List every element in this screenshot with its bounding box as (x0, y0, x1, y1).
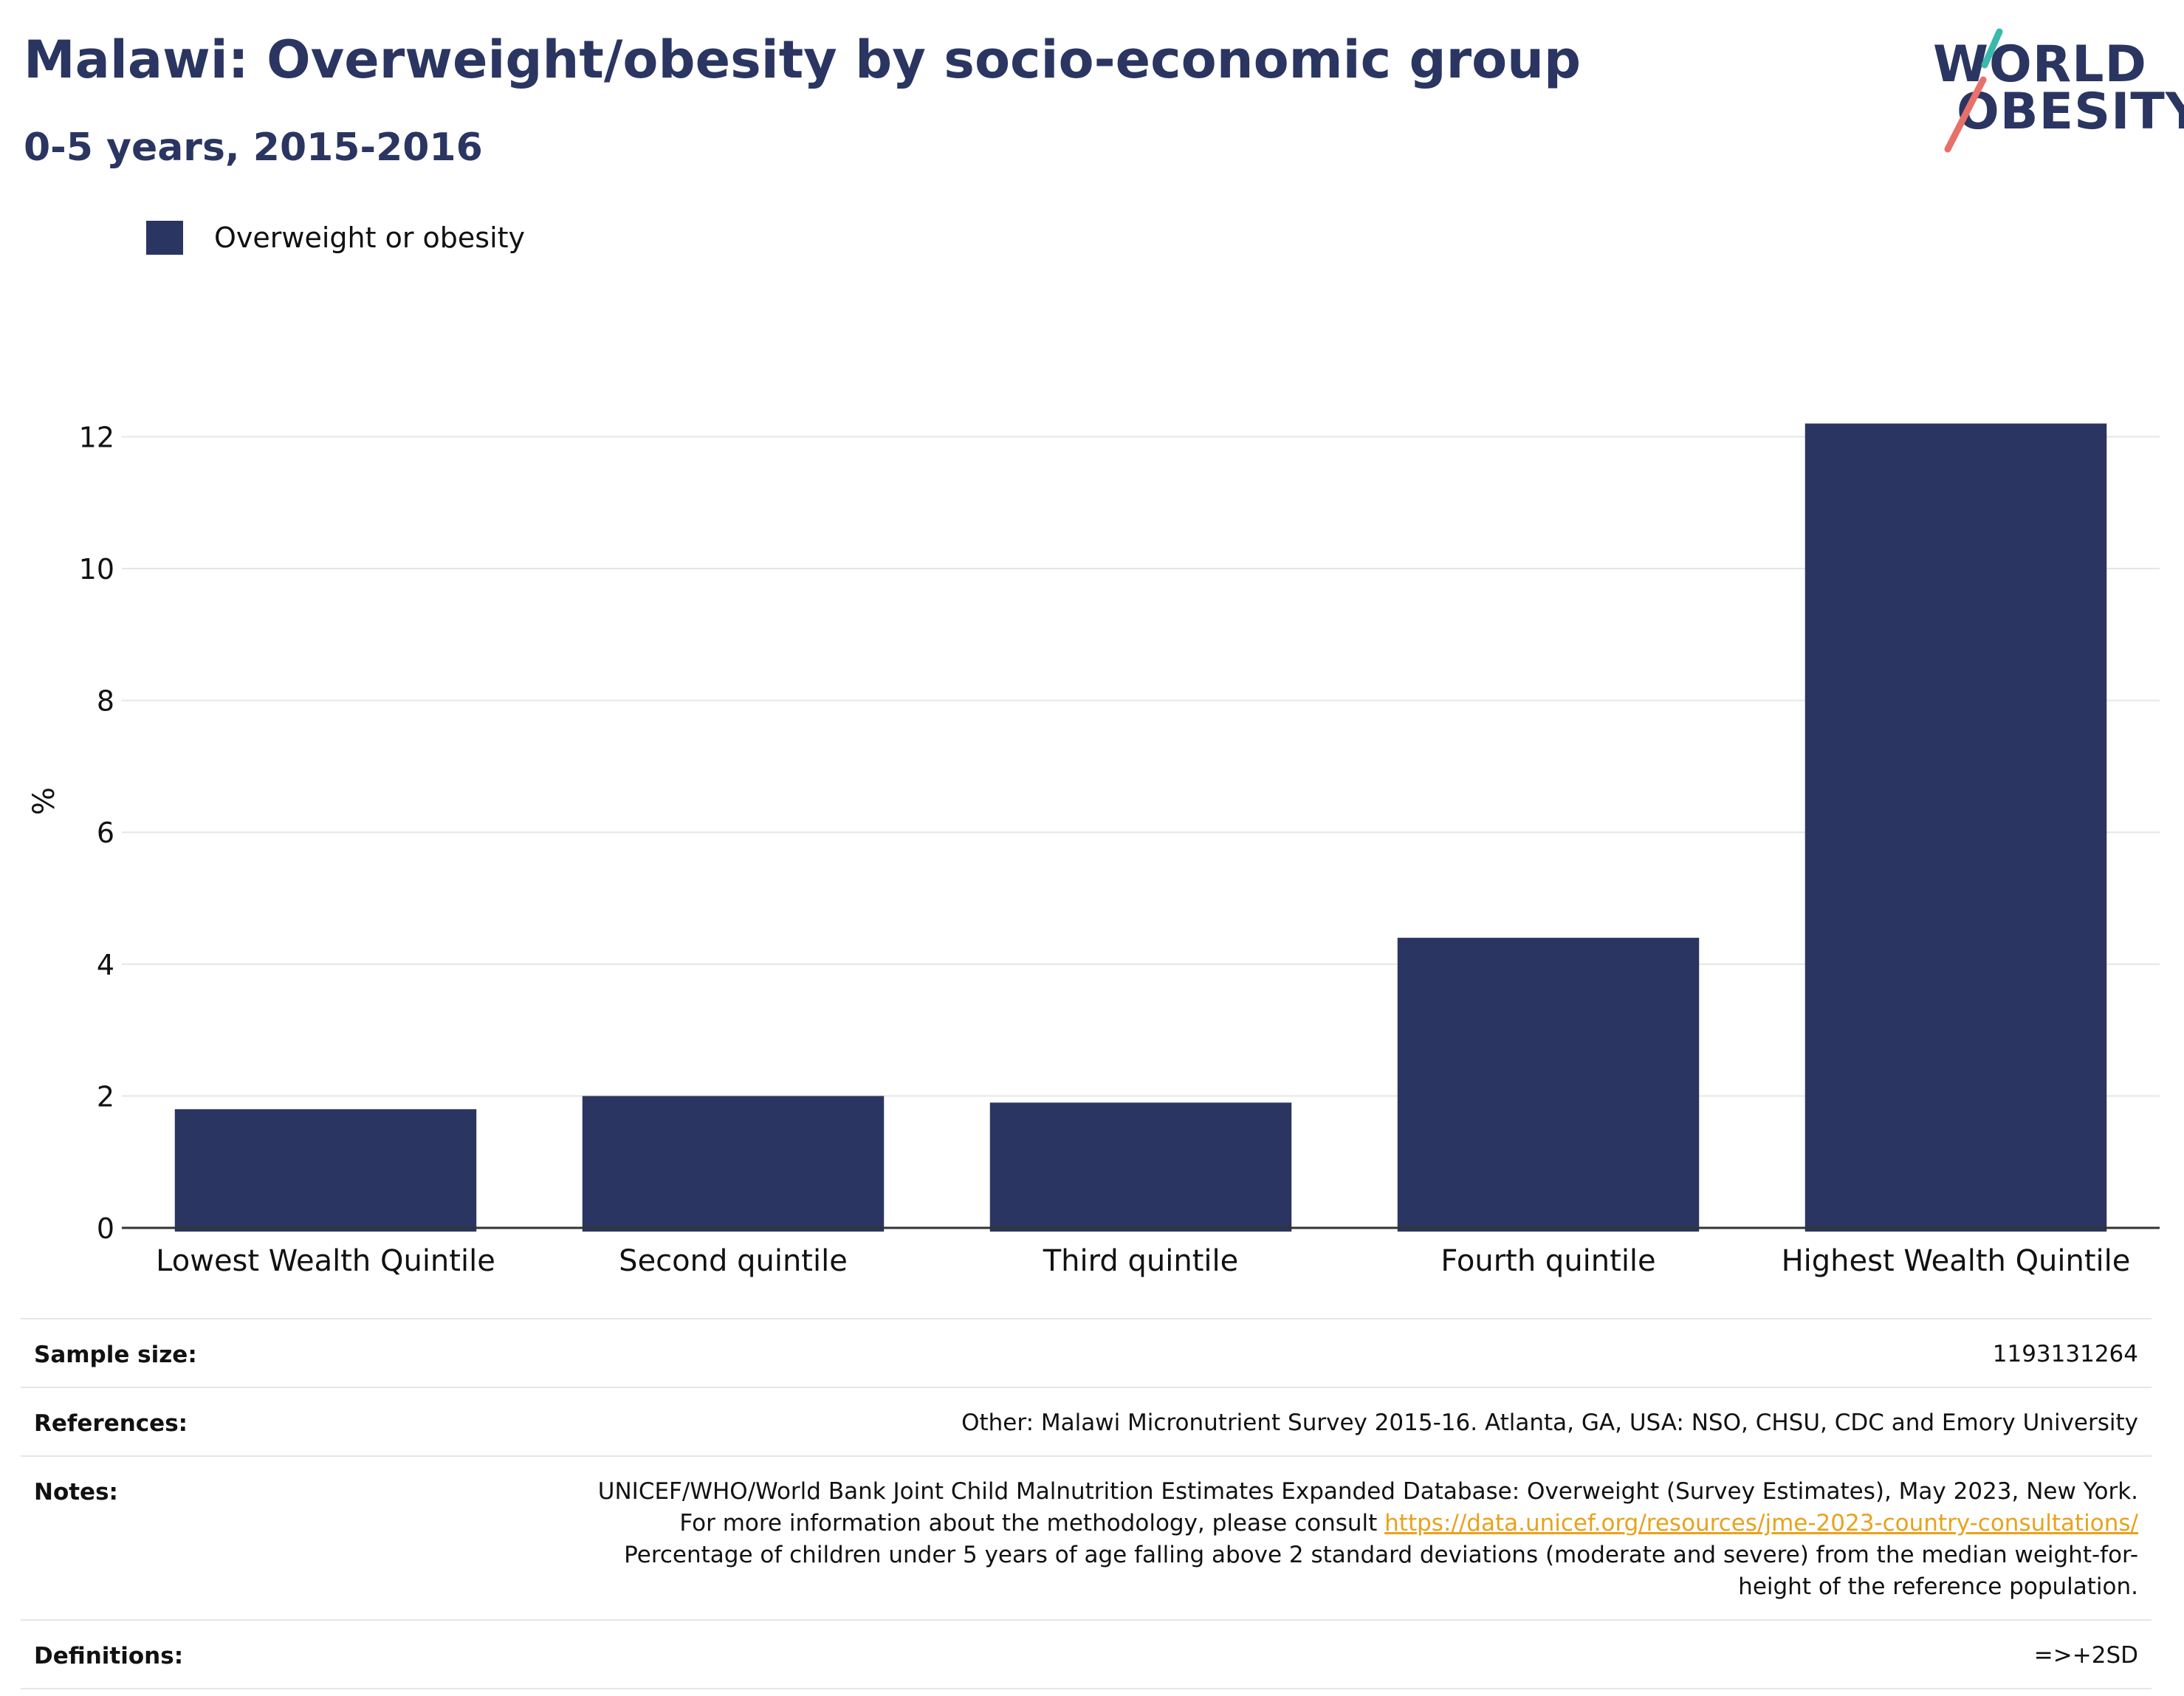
page-title: Malawi: Overweight/obesity by socio-econ… (24, 30, 1582, 90)
logo-text-obesity: OBESITY (1957, 83, 2184, 141)
world-obesity-logo: WORLD OBESITY (1920, 15, 2184, 162)
info-value: =>+2SD (2033, 1642, 2138, 1669)
info-key: Notes: (34, 1479, 118, 1506)
info-value: 1193131264 (1992, 1341, 2138, 1367)
y-tick-label: 6 (97, 817, 114, 849)
y-tick-label: 10 (79, 553, 114, 586)
notes-text-pre: UNICEF/WHO/World Bank Joint Child Malnut… (597, 1478, 2138, 1537)
notes-text-post: Percentage of children under 5 years of … (624, 1542, 2138, 1600)
x-tick-label: Lowest Wealth Quintile (156, 1244, 495, 1278)
bar (174, 1109, 477, 1232)
info-row-notes: Notes: UNICEF/WHO/World Bank Joint Child… (21, 1455, 2152, 1619)
info-value: UNICEF/WHO/World Bank Joint Child Malnut… (588, 1476, 2138, 1603)
logo-slash-icon (1944, 28, 2003, 153)
y-tick-label: 2 (97, 1080, 114, 1113)
y-tick-label: 12 (79, 421, 114, 453)
legend-label: Overweight or obesity (214, 222, 526, 254)
legend-swatch (146, 221, 183, 255)
y-tick-label: 8 (97, 685, 114, 718)
page-subtitle: 0-5 years, 2015-2016 (24, 126, 483, 170)
x-tick-label: Highest Wealth Quintile (1782, 1244, 2131, 1278)
bar-chart: 0 2 4 6 8 10 12 Lowest Wealth Quintile Second qu… (79, 421, 2160, 1278)
bar (582, 1096, 885, 1232)
y-tick-label: 4 (97, 949, 114, 981)
info-key: References: (34, 1410, 188, 1437)
methodology-link[interactable]: https://data.unicef.org/resources/jme-20… (1384, 1510, 2138, 1537)
info-row-definitions: Definitions: =>+2SD (21, 1619, 2152, 1689)
bar (989, 1102, 1292, 1232)
y-tick-label: 0 (97, 1212, 114, 1245)
bar (1397, 938, 1700, 1232)
bar (1804, 423, 2107, 1232)
logo-text-world: WORLD (1933, 35, 2147, 94)
info-key: Sample size: (34, 1342, 197, 1368)
x-tick-label: Fourth quintile (1440, 1244, 1655, 1278)
info-key: Definitions: (34, 1643, 184, 1669)
x-tick-label: Second quintile (619, 1244, 848, 1278)
info-row-references: References: Other: Malawi Micronutrient … (21, 1387, 2152, 1455)
x-tick-label: Third quintile (1043, 1244, 1238, 1278)
info-value: Other: Malawi Micronutrient Survey 2015-… (961, 1410, 2138, 1436)
info-table: Sample size: 1193131264 References: Othe… (21, 1318, 2152, 1689)
info-row-sample-size: Sample size: 1193131264 (21, 1318, 2152, 1387)
